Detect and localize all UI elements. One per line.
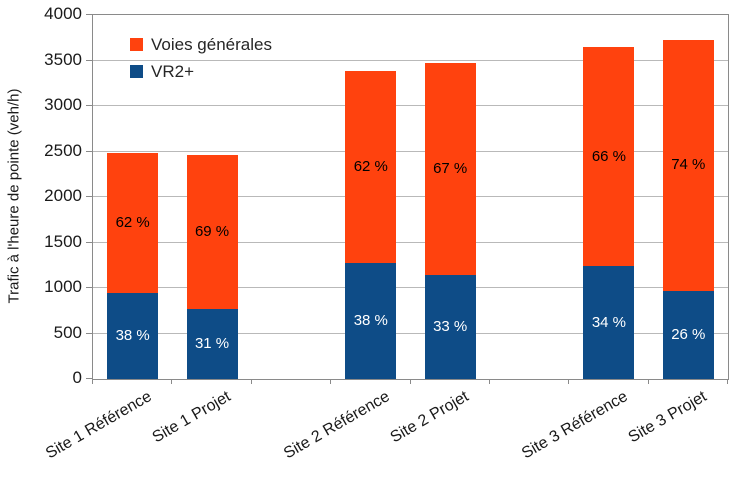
bar-segment-vr2plus	[424, 275, 476, 379]
gridline	[93, 241, 728, 243]
legend-swatch	[130, 65, 143, 78]
percent-label: 38 %	[353, 311, 388, 329]
bar-segment-voies-generales	[186, 155, 238, 309]
bar-segment-vr2plus	[186, 308, 238, 379]
gridline	[93, 287, 728, 288]
y-axis-tick	[86, 332, 92, 334]
plot-area: 38 % 62 % 31 % 69 % 38 % 62 % 33 % 67 % 34 % 66 %…	[92, 14, 729, 380]
x-axis-category-label: Site 2 Projet	[387, 388, 472, 447]
percent-label: 33 %	[433, 318, 468, 336]
percent-label: 34 %	[591, 313, 627, 331]
y-axis-tick	[86, 287, 92, 288]
legend-item: VR2+	[130, 58, 272, 85]
y-axis-tick	[86, 59, 92, 61]
x-axis-category-label: Site 1 Projet	[149, 388, 234, 447]
legend-label: VR2+	[151, 61, 194, 81]
percent-label: 66 %	[591, 147, 627, 165]
percent-label: 67 %	[433, 160, 468, 178]
percent-label: 62 %	[115, 214, 150, 232]
y-axis-tick-label: 3500	[44, 49, 82, 69]
x-axis-tick	[171, 379, 173, 384]
percent-label: 69 %	[194, 223, 230, 241]
y-axis-tick-label: 2500	[44, 140, 82, 160]
y-axis-tick-label: 1000	[44, 277, 82, 296]
y-axis-tick-label: 4000	[44, 4, 82, 23]
y-axis-tick	[86, 150, 92, 152]
y-axis-tick-label: 3000	[44, 95, 82, 114]
percent-label: 74 %	[671, 156, 706, 174]
y-axis-tick-label: 2000	[44, 186, 82, 205]
bar-segment-voies-generales	[662, 39, 714, 291]
x-axis-tick	[330, 379, 332, 384]
y-axis-tick-label: 500	[53, 322, 82, 342]
gridline	[93, 105, 728, 106]
bar-segment-voies-generales	[345, 70, 397, 263]
x-axis-tick	[568, 379, 570, 384]
bar-segment-voies-generales	[107, 153, 159, 294]
gridline	[93, 332, 728, 334]
percent-label: 62 %	[353, 157, 388, 175]
x-axis-tick	[92, 379, 93, 384]
legend: Voies générales VR2+	[130, 31, 272, 85]
bar-segment-voies-generales	[424, 63, 476, 276]
bar-segment-vr2plus	[107, 293, 159, 379]
gridline	[93, 196, 728, 197]
y-axis-tick	[86, 196, 92, 197]
bar-segment-vr2plus	[583, 266, 635, 379]
x-axis-tick	[409, 379, 411, 384]
x-axis-category-label: Site 1 Référence	[42, 388, 155, 463]
percent-label: 38 %	[115, 327, 150, 345]
bar-segment-vr2plus	[345, 262, 397, 379]
y-axis-tick	[86, 241, 92, 243]
legend-label: Voies générales	[151, 34, 272, 54]
x-axis-category-label: Site 3 Référence	[518, 388, 631, 463]
gridline	[93, 150, 728, 152]
x-axis-category-label: Site 3 Projet	[625, 388, 710, 447]
y-axis-tick	[86, 378, 92, 379]
legend-item: Voies générales	[130, 31, 272, 58]
x-axis-tick	[250, 379, 252, 384]
legend-swatch	[130, 38, 143, 51]
x-axis-tick	[488, 379, 490, 384]
y-axis-tick	[86, 14, 92, 15]
y-axis-tick	[86, 105, 92, 106]
percent-label: 26 %	[671, 325, 706, 343]
gridline	[93, 59, 728, 61]
y-axis-tick-label: 0	[72, 368, 82, 387]
bar-segment-vr2plus	[662, 290, 714, 379]
y-axis-tick-label: 1500	[44, 231, 82, 251]
x-axis-tick	[647, 379, 649, 384]
x-axis-category-label: Site 2 Référence	[280, 388, 393, 463]
bar-segment-voies-generales	[583, 46, 635, 267]
percent-label: 31 %	[194, 334, 230, 352]
x-axis-tick	[727, 379, 728, 384]
